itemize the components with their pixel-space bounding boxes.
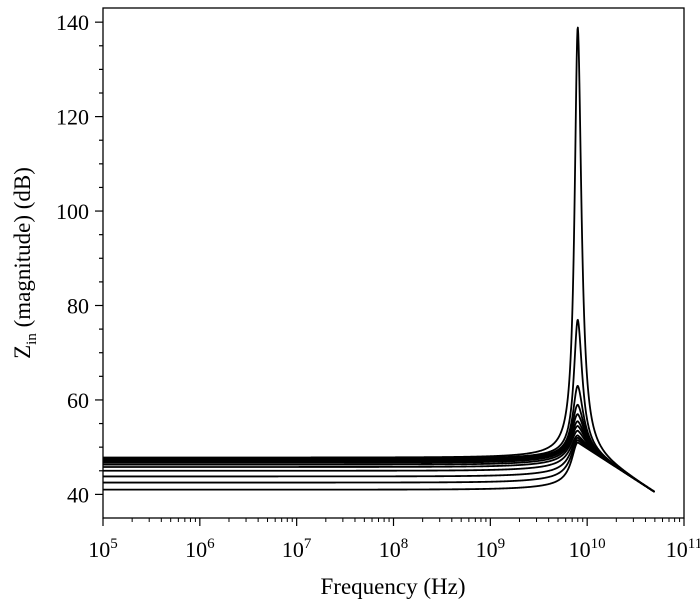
- series-line-7: [102, 420, 656, 493]
- plot-frame: [102, 7, 685, 519]
- y-axis-title: Zin (magnitude) (dB): [10, 167, 40, 359]
- x-tick-label: 1011: [666, 536, 700, 562]
- x-tick-label: 108: [379, 536, 409, 562]
- y-axis-title-rest: (magnitude) (dB): [10, 167, 35, 333]
- series-line-5: [102, 429, 656, 493]
- y-tick-label: 140: [56, 10, 89, 35]
- x-tick-label: 107: [282, 536, 312, 562]
- y-tick-label: 40: [67, 482, 89, 507]
- x-tick-label: 105: [88, 536, 118, 562]
- y-tick-label: 100: [56, 199, 89, 224]
- x-tick-label: 1010: [569, 536, 606, 562]
- series-group: [102, 26, 656, 493]
- y-axis-title-main: Z: [10, 345, 35, 359]
- series-line-10: [102, 385, 656, 493]
- series-line-11: [102, 318, 656, 493]
- x-tick-label: 109: [476, 536, 506, 562]
- series-line-12: [102, 26, 656, 493]
- series-line-2: [102, 439, 656, 493]
- series-line-9: [102, 403, 656, 493]
- x-axis: 105 106 107 108 109 1010 1011: [88, 518, 700, 562]
- y-axis-title-sub: in: [24, 333, 40, 345]
- series-line-8: [102, 413, 656, 493]
- series-line-1: [102, 441, 656, 493]
- y-tick-label: 80: [67, 294, 89, 319]
- series-line-6: [102, 425, 656, 493]
- y-axis: 40 60 80 100 120 140: [56, 10, 103, 507]
- x-tick-label: 106: [185, 536, 215, 562]
- series-line-4: [102, 434, 656, 493]
- x-axis-title: Frequency (Hz): [321, 574, 466, 599]
- y-tick-label: 120: [56, 105, 89, 130]
- series-line-3: [102, 436, 656, 493]
- y-tick-label: 60: [67, 388, 89, 413]
